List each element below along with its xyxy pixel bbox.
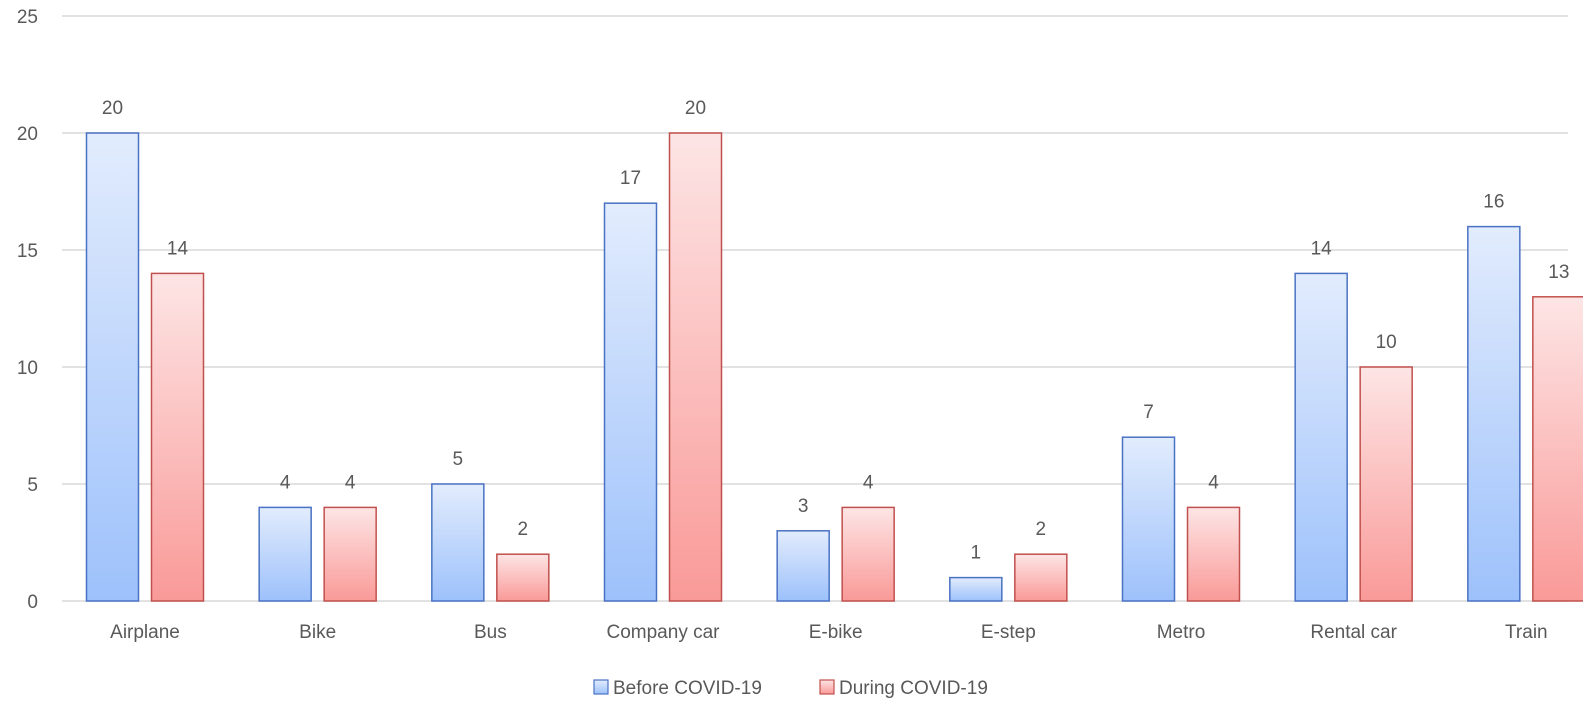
data-label: 13 bbox=[1548, 262, 1569, 283]
data-label: 5 bbox=[453, 449, 464, 470]
x-category-label: Airplane bbox=[110, 622, 180, 643]
bar-during-train bbox=[1532, 296, 1583, 602]
data-label: 14 bbox=[1311, 238, 1333, 259]
bar-during-company-car bbox=[668, 132, 723, 602]
legend-swatch bbox=[593, 679, 609, 695]
y-tick-label: 20 bbox=[17, 124, 38, 145]
bar-before-bike bbox=[258, 506, 312, 602]
x-category-label: Bike bbox=[299, 622, 336, 643]
data-label: 7 bbox=[1143, 402, 1154, 423]
data-label: 16 bbox=[1483, 192, 1504, 213]
data-label: 2 bbox=[1036, 519, 1047, 540]
data-label: 4 bbox=[345, 472, 356, 493]
bar-before-company-car bbox=[603, 202, 658, 602]
bar-before-rental-car bbox=[1294, 272, 1348, 602]
bar-during-bike bbox=[323, 506, 377, 602]
x-category-label: Bus bbox=[474, 622, 507, 643]
bar-during-metro bbox=[1186, 506, 1241, 602]
legend-label: During COVID-19 bbox=[839, 678, 988, 699]
x-category-label: Company car bbox=[607, 622, 721, 643]
data-label: 2 bbox=[518, 519, 529, 540]
bar-before-e-bike bbox=[776, 530, 830, 602]
bar-during-e-bike bbox=[841, 506, 895, 602]
data-label: 1 bbox=[971, 543, 982, 564]
data-label: 3 bbox=[798, 496, 809, 517]
x-category-label: Metro bbox=[1157, 622, 1206, 643]
y-tick-label: 10 bbox=[17, 358, 38, 379]
legend-label: Before COVID-19 bbox=[613, 678, 762, 699]
bar-during-rental-car bbox=[1359, 366, 1413, 602]
data-label: 14 bbox=[167, 238, 189, 259]
y-tick-label: 25 bbox=[17, 7, 38, 28]
data-label: 4 bbox=[1208, 472, 1219, 493]
y-tick-label: 15 bbox=[17, 241, 38, 262]
data-label: 4 bbox=[863, 472, 874, 493]
data-label: 20 bbox=[685, 98, 706, 119]
data-labels: 20 14 4 4 5 2 17 20 3 4 1 2 7 4 14 10 16 13 bbox=[102, 98, 1569, 564]
bar-during-airplane bbox=[150, 272, 205, 602]
data-label: 17 bbox=[620, 168, 641, 189]
bar-before-airplane bbox=[85, 132, 140, 602]
bars bbox=[85, 132, 1583, 602]
bar-before-train bbox=[1467, 225, 1521, 602]
y-tick-label: 0 bbox=[27, 592, 38, 613]
data-label: 10 bbox=[1376, 332, 1397, 353]
x-category-label: Rental car bbox=[1310, 622, 1397, 643]
data-label: 20 bbox=[102, 98, 123, 119]
legend: Before COVID-19 During COVID-19 bbox=[593, 678, 988, 699]
x-category-label: E-bike bbox=[809, 622, 863, 643]
x-category-label: E-step bbox=[981, 622, 1036, 643]
bar-during-bus bbox=[496, 553, 550, 602]
bar-during-e-step bbox=[1014, 553, 1068, 602]
bar-before-bus bbox=[431, 483, 485, 602]
y-tick-label: 5 bbox=[27, 475, 38, 496]
x-category-label: Train bbox=[1505, 622, 1548, 643]
bar-before-e-step bbox=[949, 576, 1003, 602]
legend-swatch bbox=[819, 679, 835, 695]
bar-before-metro bbox=[1121, 436, 1176, 602]
x-axis-category-labels: Airplane Bike Bus Company car E-bike E-step Me… bbox=[110, 622, 1547, 643]
data-label: 4 bbox=[280, 472, 291, 493]
y-axis-tick-labels: 0 5 10 15 20 25 bbox=[17, 7, 38, 613]
